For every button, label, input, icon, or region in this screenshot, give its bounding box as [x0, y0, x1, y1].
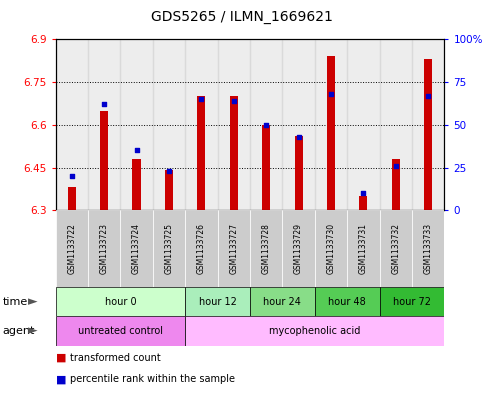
- Text: hour 48: hour 48: [328, 297, 366, 307]
- Text: GSM1133725: GSM1133725: [164, 223, 173, 274]
- Bar: [315, 210, 347, 287]
- Bar: [295, 136, 303, 210]
- Bar: [153, 39, 185, 210]
- Text: percentile rank within the sample: percentile rank within the sample: [70, 374, 235, 384]
- Point: [68, 173, 76, 179]
- Point: [100, 101, 108, 107]
- Text: GSM1133723: GSM1133723: [99, 223, 109, 274]
- Text: ►: ►: [28, 295, 38, 308]
- Bar: [56, 210, 88, 287]
- Bar: [315, 39, 347, 210]
- Text: ■: ■: [56, 374, 66, 384]
- Bar: [56, 287, 185, 316]
- Bar: [56, 316, 185, 346]
- Point: [392, 163, 399, 169]
- Text: GSM1133729: GSM1133729: [294, 223, 303, 274]
- Bar: [68, 187, 76, 210]
- Bar: [412, 39, 444, 210]
- Point: [359, 190, 367, 196]
- Bar: [132, 159, 141, 210]
- Bar: [359, 196, 368, 210]
- Point: [133, 147, 141, 154]
- Point: [198, 96, 205, 102]
- Bar: [88, 39, 120, 210]
- Text: mycophenolic acid: mycophenolic acid: [269, 326, 360, 336]
- Bar: [380, 39, 412, 210]
- Text: GSM1133724: GSM1133724: [132, 223, 141, 274]
- Bar: [315, 287, 380, 316]
- Bar: [424, 59, 432, 210]
- Bar: [380, 287, 444, 316]
- Point: [327, 91, 335, 97]
- Text: GSM1133728: GSM1133728: [262, 223, 270, 274]
- Bar: [230, 96, 238, 210]
- Bar: [56, 39, 88, 210]
- Text: GSM1133733: GSM1133733: [424, 223, 433, 274]
- Point: [424, 93, 432, 99]
- Bar: [347, 39, 380, 210]
- Text: transformed count: transformed count: [70, 353, 161, 363]
- Text: GSM1133731: GSM1133731: [359, 223, 368, 274]
- Bar: [120, 39, 153, 210]
- Bar: [412, 210, 444, 287]
- Bar: [88, 210, 120, 287]
- Bar: [185, 39, 217, 210]
- Text: hour 0: hour 0: [104, 297, 136, 307]
- Bar: [250, 39, 283, 210]
- Text: GDS5265 / ILMN_1669621: GDS5265 / ILMN_1669621: [151, 10, 332, 24]
- Bar: [347, 210, 380, 287]
- Bar: [283, 39, 315, 210]
- Bar: [262, 125, 270, 210]
- Text: hour 24: hour 24: [263, 297, 301, 307]
- Bar: [283, 210, 315, 287]
- Point: [230, 98, 238, 104]
- Text: hour 12: hour 12: [199, 297, 237, 307]
- Text: untreated control: untreated control: [78, 326, 163, 336]
- Bar: [153, 210, 185, 287]
- Text: ■: ■: [56, 353, 66, 363]
- Text: GSM1133726: GSM1133726: [197, 223, 206, 274]
- Bar: [392, 159, 400, 210]
- Text: hour 72: hour 72: [393, 297, 431, 307]
- Text: GSM1133727: GSM1133727: [229, 223, 238, 274]
- Text: ►: ►: [28, 325, 38, 338]
- Bar: [250, 210, 283, 287]
- Point: [165, 168, 173, 174]
- Bar: [197, 96, 205, 210]
- Bar: [165, 171, 173, 210]
- Text: agent: agent: [2, 326, 35, 336]
- Text: GSM1133732: GSM1133732: [391, 223, 400, 274]
- Text: GSM1133722: GSM1133722: [67, 223, 76, 274]
- Bar: [185, 210, 217, 287]
- Text: GSM1133730: GSM1133730: [327, 223, 336, 274]
- Bar: [380, 210, 412, 287]
- Bar: [327, 57, 335, 210]
- Bar: [100, 110, 108, 210]
- Bar: [217, 210, 250, 287]
- Bar: [185, 316, 444, 346]
- Point: [262, 122, 270, 128]
- Bar: [217, 39, 250, 210]
- Text: time: time: [2, 297, 28, 307]
- Point: [295, 134, 302, 140]
- Bar: [250, 287, 315, 316]
- Bar: [120, 210, 153, 287]
- Bar: [185, 287, 250, 316]
